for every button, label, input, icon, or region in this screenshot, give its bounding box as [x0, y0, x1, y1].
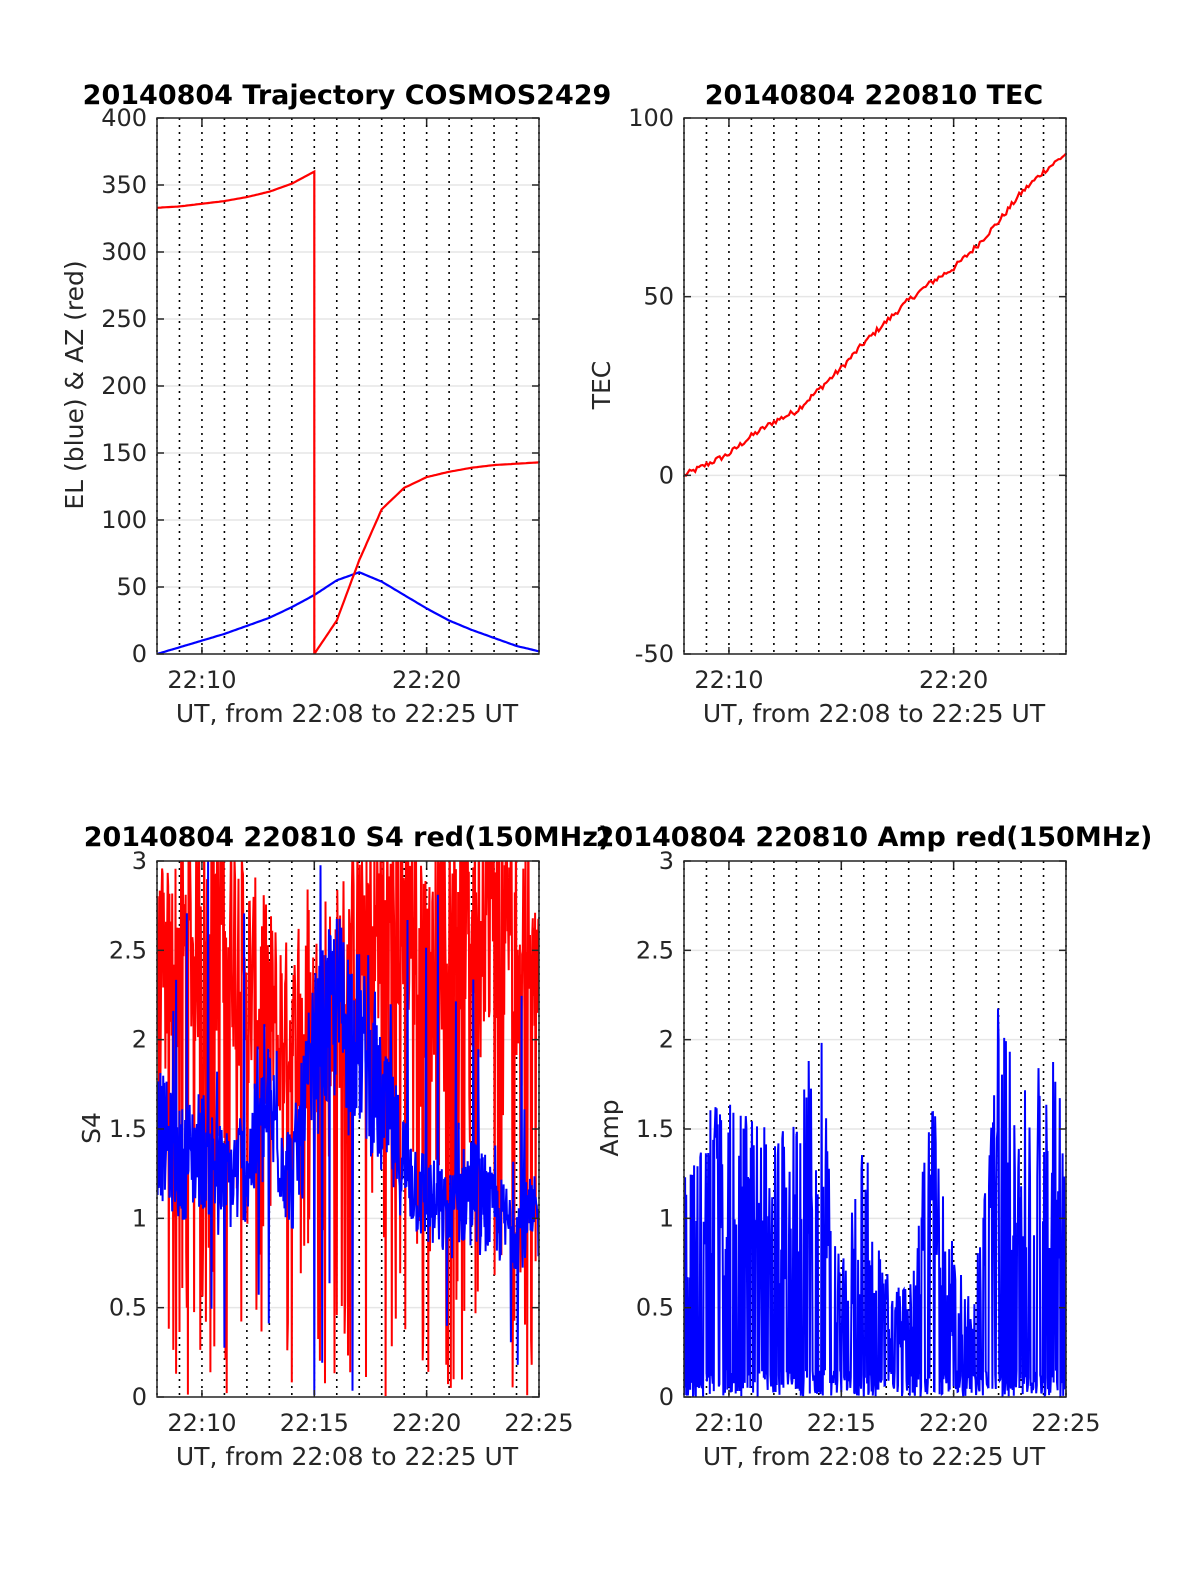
x-axis-label: UT, from 22:08 to 22:25 UT — [703, 699, 1046, 728]
x-tick-label: 22:25 — [1031, 1409, 1100, 1437]
x-tick-label: 22:10 — [167, 666, 236, 694]
x-tick-label: 22:10 — [694, 1409, 763, 1437]
panel-s4: 20140804 220810 S4 red(150MHz) UT, from … — [77, 822, 611, 1471]
x-tick-label: 22:20 — [919, 1409, 988, 1437]
chart-title: 20140804 220810 S4 red(150MHz) — [84, 822, 611, 853]
y-tick-label: 50 — [643, 283, 674, 311]
y-tick-label: 1 — [132, 1204, 147, 1232]
y-tick-label: 2 — [132, 1026, 147, 1054]
y-tick-label: 2 — [659, 1026, 674, 1054]
x-tick-label: 22:20 — [392, 666, 461, 694]
plot-area — [684, 118, 1066, 654]
x-tick-label: 22:10 — [167, 1409, 236, 1437]
y-tick-label: 3 — [132, 847, 147, 875]
x-tick-label: 22:20 — [919, 666, 988, 694]
y-tick-label: 0 — [132, 1383, 147, 1411]
series-line-1 — [684, 152, 1066, 478]
y-tick-label: 1.5 — [636, 1115, 674, 1143]
y-tick-label: 0 — [659, 461, 674, 489]
chart-title: 20140804 Trajectory COSMOS2429 — [83, 80, 612, 111]
chart-title: 20140804 220810 TEC — [705, 80, 1044, 111]
y-tick-label: 100 — [101, 506, 147, 534]
y-tick-label: 0.5 — [636, 1294, 674, 1322]
x-axis-label: UT, from 22:08 to 22:25 UT — [176, 699, 519, 728]
series-line-1 — [684, 1008, 1066, 1397]
x-tick-label: 22:20 — [392, 1409, 461, 1437]
chart-title: 20140804 220810 Amp red(150MHz) — [596, 822, 1153, 853]
y-tick-label: 3 — [659, 847, 674, 875]
y-tick-label: 150 — [101, 439, 147, 467]
plot-series — [157, 169, 539, 654]
y-axis-label: Amp — [595, 1099, 624, 1156]
x-tick-label: 22:10 — [694, 666, 763, 694]
y-axis-label: S4 — [77, 1112, 106, 1144]
y-tick-label: 1 — [659, 1204, 674, 1232]
x-axis-label: UT, from 22:08 to 22:25 UT — [176, 1442, 519, 1471]
panel-tec: 20140804 220810 TEC UT, from 22:08 to 22… — [587, 80, 1067, 728]
y-axis-label: TEC — [587, 361, 616, 411]
y-tick-label: -50 — [635, 640, 674, 668]
plot-series — [684, 1008, 1066, 1397]
y-axis-label: EL (blue) & AZ (red) — [60, 260, 89, 509]
y-tick-label: 350 — [101, 171, 147, 199]
series-line-2 — [157, 861, 539, 1396]
y-tick-label: 2.5 — [636, 936, 674, 964]
series-line-1 — [157, 861, 539, 1397]
x-tick-label: 22:15 — [807, 1409, 876, 1437]
plot-series — [684, 152, 1066, 478]
y-tick-label: 250 — [101, 305, 147, 333]
y-tick-label: 0 — [132, 640, 147, 668]
x-tick-label: 22:15 — [280, 1409, 349, 1437]
y-tick-label: 300 — [101, 238, 147, 266]
y-tick-label: 50 — [116, 573, 147, 601]
y-tick-label: 0 — [659, 1383, 674, 1411]
x-tick-label: 22:25 — [504, 1409, 573, 1437]
y-tick-label: 2.5 — [109, 936, 147, 964]
panel-amp: 20140804 220810 Amp red(150MHz) UT, from… — [595, 822, 1152, 1471]
y-tick-label: 200 — [101, 372, 147, 400]
series-line-1 — [157, 571, 539, 654]
x-axis-label: UT, from 22:08 to 22:25 UT — [703, 1442, 1046, 1471]
plot-series — [157, 861, 539, 1397]
y-tick-label: 100 — [628, 104, 674, 132]
axes-frame — [683, 117, 1067, 655]
panel-trajectory: 20140804 Trajectory COSMOS2429 UT, from … — [60, 80, 611, 728]
series-line-2 — [157, 169, 539, 654]
y-tick-label: 0.5 — [109, 1294, 147, 1322]
y-tick-label: 400 — [101, 104, 147, 132]
y-tick-label: 1.5 — [109, 1115, 147, 1143]
